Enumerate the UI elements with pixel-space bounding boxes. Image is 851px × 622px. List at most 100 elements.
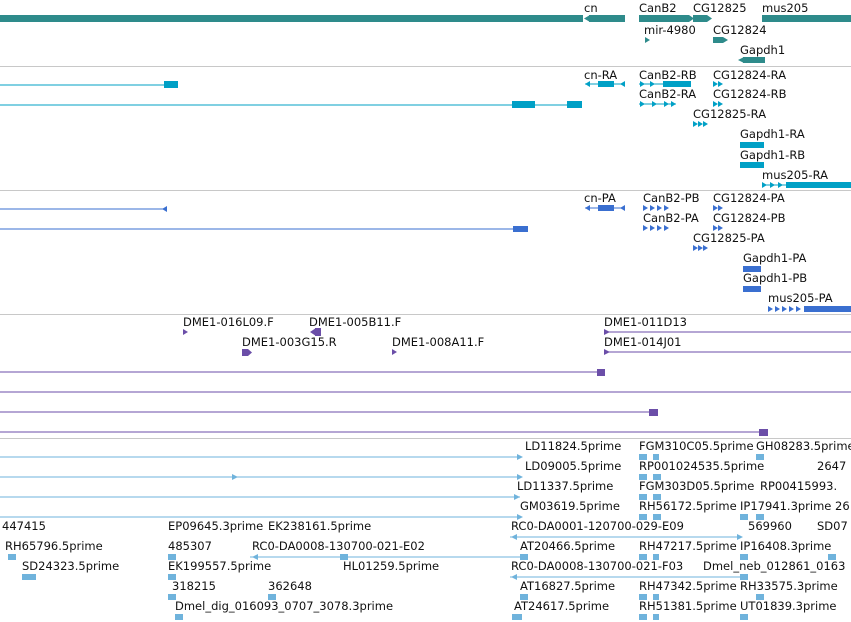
protein-label[interactable]: CanB2-PA <box>643 211 699 225</box>
transcript-feature[interactable] <box>164 81 178 88</box>
est-label[interactable]: LD11824.5prime <box>525 439 622 453</box>
est-label[interactable]: HL01259.5prime <box>343 559 440 573</box>
est-feature[interactable] <box>653 494 661 500</box>
est-label[interactable]: RH65796.5prime <box>5 539 103 553</box>
protein-feature[interactable] <box>743 286 761 292</box>
est-feature[interactable] <box>268 594 276 600</box>
est-label[interactable]: AT20466.5prime <box>520 539 616 553</box>
gene-feature[interactable] <box>639 15 689 22</box>
est-feature[interactable] <box>639 494 647 500</box>
est-label[interactable]: 2647 <box>817 459 847 473</box>
est-label[interactable]: FGM303D05.5prime <box>639 479 755 493</box>
gene-feature[interactable] <box>689 15 694 22</box>
protein-feature[interactable] <box>804 306 851 312</box>
clone-feature[interactable] <box>392 349 397 355</box>
transcript-label[interactable]: CanB2-RA <box>639 87 697 101</box>
clone-label[interactable]: DME1-014J01 <box>604 335 682 349</box>
transcript-feature[interactable] <box>663 81 691 87</box>
protein-label[interactable]: Gapdh1-PA <box>743 251 807 265</box>
est-feature[interactable] <box>168 554 176 560</box>
protein-label[interactable]: mus205-PA <box>768 291 833 305</box>
est-label[interactable]: Dmel_dig_016093_0707_3078.3prime <box>175 599 394 613</box>
est-label[interactable]: GM03619.5prime <box>520 499 620 513</box>
est-feature[interactable] <box>756 454 764 460</box>
transcript-feature[interactable] <box>786 182 851 188</box>
est-label[interactable]: GH08283.5prime <box>756 439 851 453</box>
transcript-feature[interactable] <box>740 142 764 148</box>
clone-label[interactable]: DME1-005B11.F <box>309 315 402 329</box>
est-feature[interactable] <box>520 554 528 560</box>
est-feature[interactable] <box>175 614 183 620</box>
est-feature[interactable] <box>639 554 647 560</box>
est-feature[interactable] <box>653 514 661 520</box>
gene-label[interactable]: cn <box>584 1 598 15</box>
transcript-label[interactable]: mus205-RA <box>762 168 828 182</box>
est-label[interactable]: RC0-DA0001-120700-029-E09 <box>511 519 684 533</box>
clone-feature[interactable] <box>597 369 605 376</box>
clone-label[interactable]: DME1-003G15.R <box>242 335 337 349</box>
est-feature[interactable] <box>8 554 16 560</box>
est-label[interactable]: AT24617.5prime <box>514 599 610 613</box>
est-label[interactable]: FGM310C05.5prime <box>639 439 754 453</box>
est-label[interactable]: IP17941.3prime <box>740 499 832 513</box>
est-feature[interactable] <box>639 594 647 600</box>
est-feature[interactable] <box>740 574 748 580</box>
est-label[interactable]: 26 <box>835 499 850 513</box>
transcript-feature[interactable] <box>740 162 764 168</box>
est-feature[interactable] <box>168 594 176 600</box>
est-label[interactable]: SD24323.5prime <box>22 559 120 573</box>
est-label[interactable]: 447415 <box>2 519 46 533</box>
transcript-label[interactable]: Gapdh1-RB <box>740 148 806 162</box>
est-feature[interactable] <box>756 514 764 520</box>
protein-feature[interactable] <box>162 206 167 212</box>
clone-feature[interactable] <box>183 329 188 335</box>
est-label[interactable]: 362648 <box>268 579 312 593</box>
gene-feature[interactable] <box>693 15 707 22</box>
est-feature[interactable] <box>828 554 836 560</box>
est-feature[interactable] <box>639 454 647 460</box>
gene-feature[interactable] <box>0 15 583 22</box>
est-label[interactable]: RC0-DA0008-130700-021-F03 <box>511 559 684 573</box>
est-feature[interactable] <box>639 474 647 480</box>
transcript-label[interactable]: Gapdh1-RA <box>740 127 805 141</box>
transcript-label[interactable]: cn-RA <box>584 68 618 82</box>
est-feature[interactable] <box>168 574 176 580</box>
est-label[interactable]: SD07 <box>817 519 848 533</box>
est-label[interactable]: 485307 <box>168 539 212 553</box>
est-feature[interactable] <box>512 614 522 620</box>
est-label[interactable]: EK238161.5prime <box>268 519 372 533</box>
protein-label[interactable]: CG12824-PA <box>713 191 785 205</box>
est-label[interactable]: EK199557.5prime <box>168 559 272 573</box>
gene-feature[interactable] <box>762 15 851 22</box>
protein-label[interactable]: CG12825-PA <box>693 231 765 245</box>
gene-feature[interactable] <box>584 15 590 22</box>
gene-feature[interactable] <box>589 15 625 22</box>
clone-feature[interactable] <box>315 328 321 336</box>
est-label[interactable]: Dmel_neb_012861_0163 <box>703 559 846 573</box>
est-feature[interactable] <box>639 614 647 620</box>
est-label[interactable]: RH47217.5prime <box>639 539 737 553</box>
gene-label[interactable]: Gapdh1 <box>740 43 786 57</box>
clone-label[interactable]: DME1-011D13 <box>604 315 687 329</box>
gene-label[interactable]: mus205 <box>762 1 809 15</box>
est-feature[interactable] <box>639 514 647 520</box>
est-feature[interactable] <box>653 474 661 480</box>
gene-label[interactable]: CG12824 <box>713 23 767 37</box>
est-feature[interactable] <box>340 554 348 560</box>
est-feature[interactable] <box>740 514 748 520</box>
transcript-feature[interactable] <box>567 101 582 108</box>
est-label[interactable]: LD09005.5prime <box>525 459 622 473</box>
est-label[interactable]: EP09645.3prime <box>168 519 264 533</box>
est-label[interactable]: UT01839.3prime <box>740 599 837 613</box>
transcript-feature[interactable] <box>598 81 614 87</box>
est-label[interactable]: AT16827.5prime <box>520 579 616 593</box>
est-feature[interactable] <box>653 594 659 600</box>
clone-label[interactable]: DME1-008A11.F <box>392 335 485 349</box>
protein-feature[interactable] <box>743 266 761 272</box>
gene-feature[interactable] <box>713 37 723 43</box>
est-feature[interactable] <box>653 554 659 560</box>
est-label[interactable]: IP16408.3prime <box>740 539 832 553</box>
est-label[interactable]: 318215 <box>172 579 216 593</box>
est-label[interactable]: RP001024535.5prime <box>639 459 765 473</box>
transcript-label[interactable]: CG12825-RA <box>693 107 767 121</box>
